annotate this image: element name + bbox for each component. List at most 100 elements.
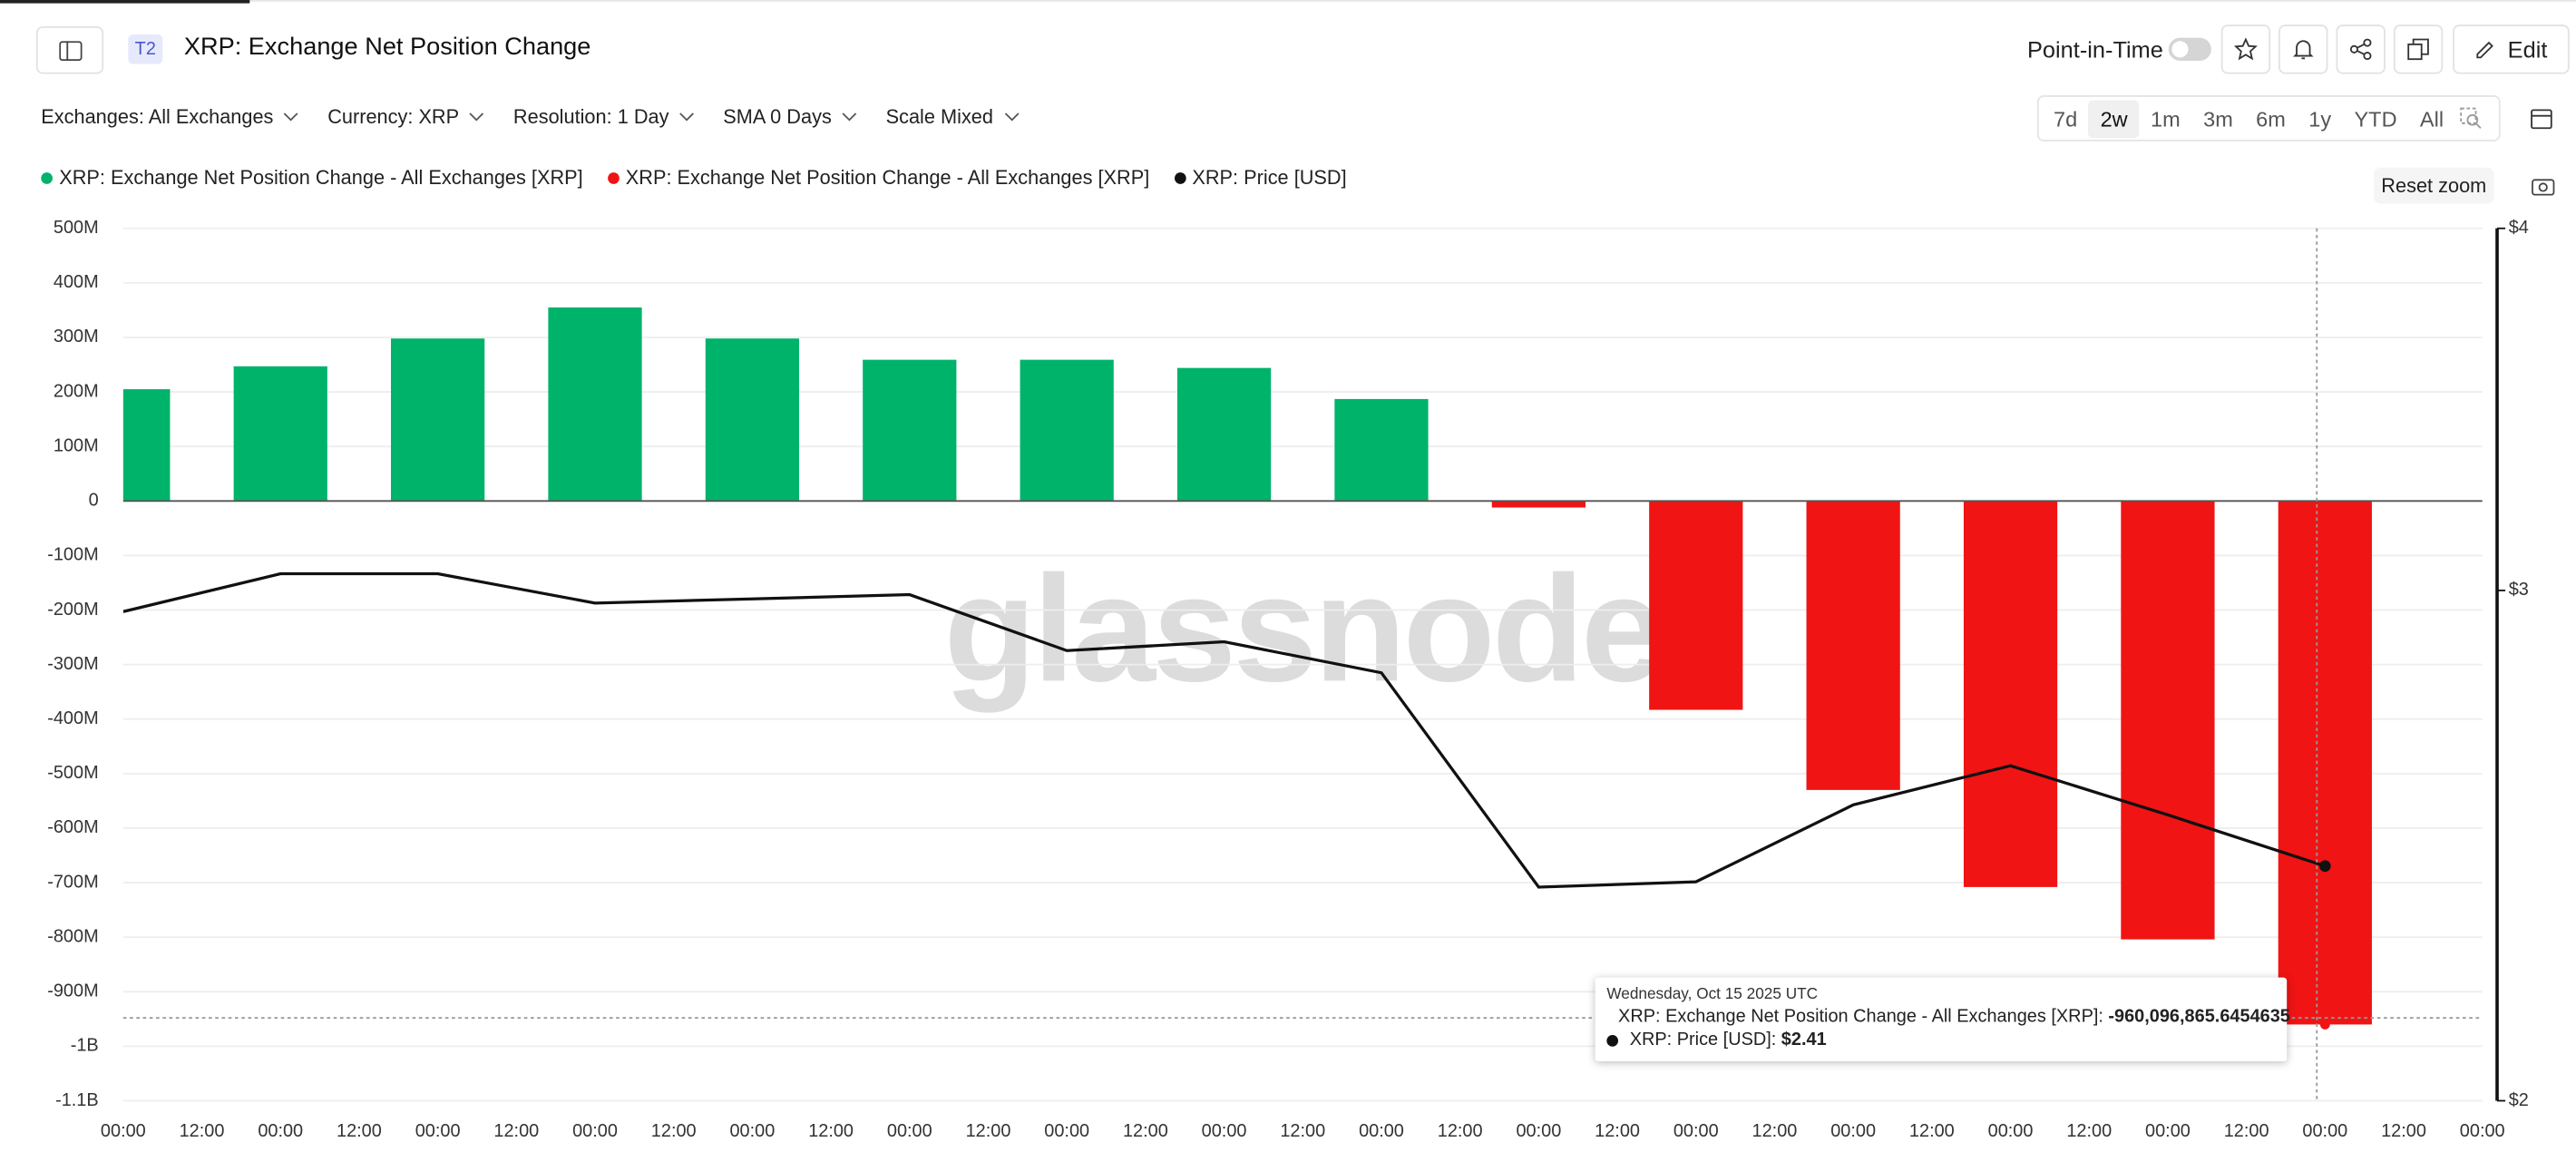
x-tick-label: 12:00 [651,1121,697,1141]
x-tick-label: 12:00 [2224,1121,2269,1141]
range-option[interactable]: 2w [2088,99,2140,138]
point-in-time-toggle[interactable] [2168,37,2211,62]
legend-item[interactable]: XRP: Price [USD] [1174,165,1347,190]
favorite-button[interactable] [2220,24,2271,74]
bar [1491,501,1586,508]
reset-zoom-button[interactable]: Reset zoom [2374,167,2494,204]
y-tick-label: 100M [54,435,99,455]
bar [1649,501,1743,710]
calendar-icon [2531,109,2552,130]
tooltip-label: XRP: Price [USD]: [1629,1030,1777,1050]
y-tick-label: -800M [47,926,98,946]
y2-tick-label: $3 [2509,580,2529,600]
y-tick-label: 300M [54,327,99,347]
copy-button[interactable] [2393,24,2444,74]
legend-item[interactable]: XRP: Exchange Net Position Change - All … [607,165,1150,190]
x-tick-label: 12:00 [2381,1121,2426,1141]
filter-bar: Exchanges: All Exchanges Currency: XRP Res… [41,105,1048,128]
chevron [842,112,857,122]
calendar-button[interactable] [2516,95,2567,142]
legend-label: XRP: Exchange Net Position Change - All … [59,165,583,190]
toggle-knob [2171,41,2189,58]
x-tick-label: 00:00 [1044,1121,1089,1141]
y-tick-label: 500M [54,218,99,238]
range-option[interactable]: 7d [2054,105,2078,131]
range-option[interactable]: 3m [2203,105,2233,131]
copy-icon [2407,38,2429,61]
legend-dot [1174,171,1186,183]
tooltip-value: -960,096,865.6454635 [2108,1007,2290,1027]
range-option[interactable]: 1m [2151,105,2181,131]
bar [705,338,800,502]
x-tick-label: 12:00 [337,1121,382,1141]
x-tick-label: 12:00 [180,1121,225,1141]
x-tick-label: 00:00 [2145,1121,2191,1141]
x-tick-label: 00:00 [1516,1121,1561,1141]
sidebar-toggle[interactable] [35,25,104,74]
x-tick-label: 00:00 [415,1121,461,1141]
y-tick-label: -700M [47,872,98,892]
filter-dropdown[interactable]: Currency: XRP [327,105,485,128]
x-tick-label: 12:00 [2066,1121,2112,1141]
legend-item[interactable]: XRP: Exchange Net Position Change - All … [41,165,583,190]
legend-label: XRP: Price [USD] [1192,165,1347,190]
bar [863,359,957,502]
x-tick-label: 12:00 [1280,1121,1325,1141]
x-tick-label: 12:00 [1438,1121,1483,1141]
x-tick-label: 00:00 [1359,1121,1404,1141]
filter-label: Resolution: 1 Day [512,104,669,129]
filter-label: Currency: XRP [327,104,460,129]
legend: XRP: Exchange Net Position Change - All … [41,166,1371,189]
x-tick-label: 00:00 [2460,1121,2505,1141]
filter-dropdown[interactable]: Exchanges: All Exchanges [41,105,299,128]
y-tick-label: 400M [54,272,99,292]
zoom-select-icon[interactable] [2460,107,2483,130]
alert-button[interactable] [2278,24,2328,74]
x-tick-label: 00:00 [572,1121,618,1141]
watermark: glassnode [944,544,1663,713]
top-border [0,0,2576,2]
filter-dropdown[interactable]: Resolution: 1 Day [513,105,696,128]
x-tick-label: 00:00 [1202,1121,1247,1141]
y-tick-label: -1B [71,1036,99,1056]
star-icon [2234,37,2258,61]
chevron [470,112,484,122]
x-tick-label: 00:00 [1988,1121,2034,1141]
bar [233,366,327,502]
screenshot-button[interactable] [2526,169,2560,202]
bar [1020,359,1114,502]
y-tick-label: -600M [47,817,98,837]
range-option[interactable]: All [2419,105,2444,131]
y-tick-label: 200M [54,381,99,401]
bar [391,338,485,502]
bar [1334,398,1429,502]
bar [1176,367,1272,502]
camera-icon [2532,179,2555,196]
range-option[interactable]: 6m [2256,105,2286,131]
bell-icon [2293,40,2314,60]
range-option[interactable]: YTD [2354,105,2397,131]
legend-dot [41,171,53,183]
share-button[interactable] [2336,24,2386,74]
y2-tick-label: $4 [2509,218,2529,238]
share-icon [2349,38,2372,61]
filter-dropdown[interactable]: Scale Mixed [886,105,1020,128]
filter-dropdown[interactable]: SMA 0 Days [723,105,858,128]
point-in-time-label: Point-in-Time [2027,35,2163,63]
x-tick-label: 12:00 [1752,1121,1798,1141]
legend-label: XRP: Exchange Net Position Change - All … [625,165,1150,190]
x-tick-label: 00:00 [1673,1121,1719,1141]
y-tick-label: -400M [47,708,98,728]
x-tick-label: 00:00 [729,1121,775,1141]
y-tick-label: -200M [47,600,98,620]
edit-button[interactable]: Edit [2453,24,2570,74]
bar [1806,501,1900,790]
range-option[interactable]: 1y [2308,105,2332,131]
x-tick-label: 12:00 [1123,1121,1168,1141]
tooltip-label: XRP: Exchange Net Position Change - All … [1618,1007,2103,1027]
range-selector: 7d 2w 1m 3m 6m 1y YTD All [2036,95,2501,142]
y-tick-label: -900M [47,981,98,1001]
x-tick-label: 12:00 [1595,1121,1640,1141]
